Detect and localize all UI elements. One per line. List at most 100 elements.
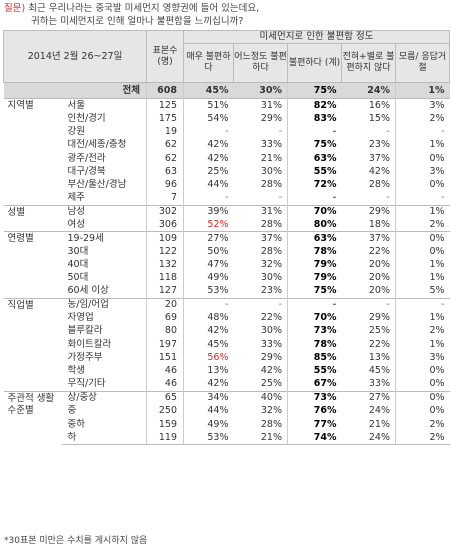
value-cell: -	[183, 191, 234, 206]
value-cell: 52%	[183, 218, 234, 232]
value-cell: -	[394, 125, 450, 139]
value-cell: 0%	[394, 364, 450, 379]
value-cell: 1%	[394, 311, 450, 325]
value-cell: 24%	[341, 431, 396, 446]
table-row: 대전/세종/충청 62 42% 33% 75% 23% 1%	[4, 138, 450, 152]
sample-count: 96	[146, 178, 184, 192]
sample-count: 20	[146, 297, 184, 312]
table-row: 대구/경북 63 25% 30% 55% 42% 3%	[4, 165, 450, 179]
value-cell: 23%	[368, 139, 390, 151]
value-cell: 56%	[183, 351, 234, 365]
value-cell: 76%	[287, 404, 342, 418]
table-row: 무직/기타 46 42% 25% 67% 33% 0%	[4, 378, 450, 392]
value-cell: 2%	[394, 324, 450, 339]
value-cell: 20%	[368, 285, 390, 297]
value-cell: 79%	[287, 258, 342, 272]
value-cell: 3%	[394, 98, 450, 113]
date-header: 2014년 2월 26~27일	[3, 29, 147, 84]
value-cell: 1%	[394, 138, 450, 152]
value-cell: 29%	[260, 352, 282, 364]
table-row: 여성 306 52% 28% 80% 18% 2%	[4, 218, 450, 232]
value-cell: -	[394, 191, 450, 206]
table-row: 주관적 생활수준별 상/중상 65 34% 40% 73% 27% 0%	[3, 390, 450, 445]
value-cell: 72%	[287, 178, 342, 192]
sample-count: 62	[146, 138, 184, 152]
row-label: 부산/울산/경남	[67, 179, 127, 191]
table-row: 성별 남성 302 39% 31% 70% 29% 1%	[3, 204, 450, 232]
table-row: 부산/울산/경남 96 44% 28% 72% 28% 0%	[4, 178, 450, 192]
value-cell: 63%	[287, 151, 342, 166]
value-cell: 23%	[260, 285, 282, 297]
sample-count: 65	[146, 390, 184, 405]
sample-count: 132	[146, 258, 184, 272]
value-cell: 5%	[394, 284, 450, 299]
sample-count: 122	[146, 245, 184, 259]
value-cell: 22%	[368, 245, 390, 257]
col-header-total: 불편하다 (계)	[287, 43, 342, 84]
value-cell: 29%	[368, 312, 390, 324]
sample-count: 69	[146, 311, 184, 325]
value-cell: 85%	[287, 351, 342, 365]
table-row: 화이트칼라 197 45% 33% 78% 22% 1%	[4, 338, 450, 352]
value-cell: 16%	[341, 98, 396, 113]
row-label: 제주	[67, 192, 85, 204]
value-cell: -	[386, 192, 390, 204]
value-cell: 45%	[183, 82, 234, 99]
value-cell: 82%	[287, 98, 342, 113]
row-label: 상/중상	[61, 390, 147, 405]
sample-count: 109	[146, 231, 184, 246]
value-cell: 63%	[287, 231, 342, 246]
col-header-somewhat: 어느정도 불편하다	[233, 43, 288, 84]
row-label: 학생	[67, 365, 85, 377]
row-label: 무직/기타	[67, 378, 106, 390]
footnote: *30표본 미만은 수치를 게시하지 않음	[4, 536, 148, 546]
question-prefix: 질문)	[4, 3, 26, 14]
value-cell: 77%	[287, 417, 342, 432]
table-row: 지역별 서울 125 51% 31% 82% 16% 3%	[3, 98, 450, 206]
value-cell: -	[278, 192, 282, 204]
question-line-1: 최근 우리나라는 중국발 미세먼지 영향권에 들어 있는데요,	[28, 3, 260, 14]
value-cell: 79%	[287, 271, 342, 285]
table-row: 50대 118 49% 30% 79% 20% 1%	[4, 271, 450, 285]
value-cell: 21%	[368, 418, 390, 430]
value-cell: 28%	[260, 179, 282, 191]
value-cell: 25%	[368, 325, 390, 337]
group-label: 지역별	[3, 98, 62, 206]
value-cell: 21%	[260, 152, 282, 164]
value-cell: 42%	[183, 378, 234, 392]
sample-count: 125	[146, 98, 184, 113]
value-cell: 29%	[260, 112, 282, 124]
value-cell: 3%	[394, 165, 450, 179]
value-cell: -	[341, 297, 396, 312]
question-text: 질문) 최근 우리나라는 중국발 미세먼지 영향권에 들어 있는데요, 귀하는 …	[4, 2, 449, 28]
value-cell: 25%	[260, 378, 282, 390]
table-row: 강원 19- - - - -	[4, 125, 450, 139]
sample-count: 306	[146, 218, 184, 232]
value-cell: 74%	[287, 431, 342, 446]
value-cell: 30%	[260, 325, 282, 337]
value-cell: 83%	[287, 112, 342, 126]
value-cell: 13%	[183, 364, 234, 379]
value-cell: 37%	[368, 152, 390, 164]
value-cell: 0%	[394, 390, 450, 405]
value-cell: 0%	[394, 231, 450, 246]
table-row: 중 250 44% 32% 76% 24% 0%	[4, 404, 450, 418]
sample-count: 19	[146, 125, 184, 139]
value-cell: 28%	[260, 418, 282, 430]
sample-count: 7	[146, 191, 184, 206]
value-cell: -	[183, 297, 234, 312]
value-cell: 53%	[183, 431, 234, 446]
value-cell: 50%	[183, 245, 234, 259]
row-label: 남성	[61, 204, 147, 219]
question-line-2: 귀하는 미세먼지로 인해 얼마나 불편함을 느끼십니까?	[31, 16, 244, 27]
value-cell: 47%	[183, 258, 234, 272]
value-cell: 42%	[183, 138, 234, 152]
table-row: 자영업 69 48% 22% 70% 29% 1%	[4, 311, 450, 325]
value-cell: -	[394, 297, 450, 312]
value-cell: 49%	[183, 271, 234, 285]
sample-count: 127	[146, 284, 184, 299]
value-cell: 55%	[287, 165, 342, 179]
value-cell: 0%	[394, 151, 450, 166]
table-row: 인천/경기 175 54% 29% 83% 15% 2%	[4, 112, 450, 126]
value-cell: 28%	[368, 179, 390, 191]
